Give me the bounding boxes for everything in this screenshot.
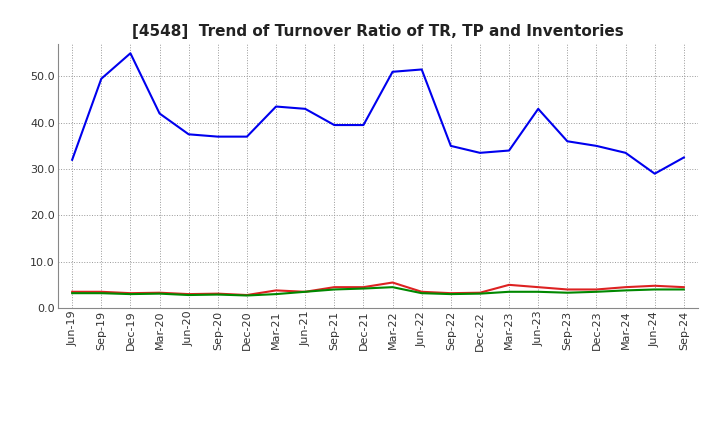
Inventories [505, 289, 513, 294]
Trade Payables [563, 139, 572, 144]
Trade Receivables [680, 285, 688, 290]
Trade Payables [680, 155, 688, 160]
Trade Payables [418, 67, 426, 72]
Inventories [126, 291, 135, 297]
Inventories [97, 290, 106, 296]
Trade Receivables [505, 282, 513, 287]
Inventories [243, 293, 251, 298]
Trade Payables [505, 148, 513, 153]
Trade Payables [650, 171, 659, 176]
Trade Payables [97, 76, 106, 81]
Inventories [592, 289, 600, 294]
Trade Payables [271, 104, 280, 109]
Inventories [476, 291, 485, 296]
Trade Receivables [388, 280, 397, 285]
Trade Payables [621, 150, 630, 155]
Trade Payables [156, 111, 164, 116]
Line: Trade Payables: Trade Payables [72, 53, 684, 174]
Trade Receivables [446, 290, 455, 296]
Trade Receivables [534, 285, 543, 290]
Line: Trade Receivables: Trade Receivables [72, 282, 684, 295]
Inventories [680, 287, 688, 292]
Trade Payables [592, 143, 600, 149]
Trade Payables [184, 132, 193, 137]
Inventories [68, 290, 76, 296]
Trade Payables [243, 134, 251, 139]
Inventories [650, 287, 659, 292]
Inventories [418, 290, 426, 296]
Trade Receivables [418, 289, 426, 294]
Inventories [184, 293, 193, 298]
Inventories [388, 285, 397, 290]
Trade Receivables [68, 289, 76, 294]
Inventories [330, 287, 338, 292]
Trade Receivables [563, 287, 572, 292]
Inventories [621, 288, 630, 293]
Line: Inventories: Inventories [72, 287, 684, 296]
Trade Payables [534, 106, 543, 111]
Trade Payables [126, 51, 135, 56]
Trade Payables [301, 106, 310, 111]
Inventories [213, 292, 222, 297]
Inventories [271, 291, 280, 297]
Trade Receivables [330, 285, 338, 290]
Trade Payables [213, 134, 222, 139]
Trade Payables [388, 69, 397, 74]
Trade Receivables [97, 289, 106, 294]
Inventories [301, 289, 310, 294]
Trade Receivables [213, 291, 222, 296]
Trade Receivables [184, 291, 193, 297]
Trade Payables [330, 122, 338, 128]
Trade Receivables [156, 290, 164, 295]
Trade Receivables [126, 290, 135, 296]
Inventories [563, 290, 572, 295]
Trade Payables [476, 150, 485, 155]
Inventories [359, 286, 368, 291]
Trade Payables [359, 122, 368, 128]
Trade Receivables [592, 287, 600, 292]
Inventories [534, 289, 543, 294]
Trade Payables [446, 143, 455, 149]
Trade Receivables [650, 283, 659, 288]
Trade Payables [68, 157, 76, 162]
Trade Receivables [621, 285, 630, 290]
Trade Receivables [359, 285, 368, 290]
Trade Receivables [476, 290, 485, 295]
Title: [4548]  Trend of Turnover Ratio of TR, TP and Inventories: [4548] Trend of Turnover Ratio of TR, TP… [132, 24, 624, 39]
Trade Receivables [271, 288, 280, 293]
Trade Receivables [301, 289, 310, 294]
Trade Receivables [243, 293, 251, 298]
Inventories [156, 291, 164, 296]
Inventories [446, 291, 455, 297]
